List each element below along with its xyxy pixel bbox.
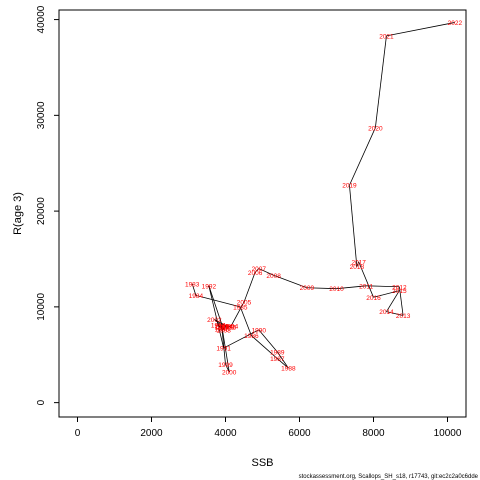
x-tick-label: 4000 [214, 428, 237, 439]
series-segment [254, 268, 260, 273]
point-label: 1998 [215, 324, 230, 331]
series-segment [251, 335, 278, 359]
point-label: 1987 [270, 356, 285, 363]
series-segment [208, 285, 225, 330]
series-segment [195, 294, 241, 308]
series-segment [336, 285, 367, 290]
series-segment [386, 290, 400, 312]
series-segment [221, 326, 226, 365]
point-label: 2012 [392, 284, 407, 291]
series-segment [373, 290, 400, 298]
point-label: 2019 [342, 183, 357, 190]
series-segment [217, 324, 222, 328]
series-segment [306, 287, 337, 290]
series-segment [273, 274, 308, 289]
series-segment [349, 185, 358, 267]
point-label: 1990 [252, 327, 267, 334]
point-label: 2015 [392, 288, 407, 295]
point-label: 1991 [216, 346, 231, 353]
point-label: 1996 [215, 326, 230, 333]
point-label: 2002 [207, 317, 222, 324]
series-layer [191, 22, 455, 373]
series-segment [221, 325, 230, 373]
y-tick-label: 0 [36, 399, 47, 405]
point-label: 1988 [281, 366, 296, 373]
series-segment [366, 285, 400, 288]
point-label: 2017 [351, 259, 366, 266]
point-label: 1992 [202, 283, 217, 290]
series-segment [230, 301, 245, 327]
point-label: 1993 [216, 327, 231, 334]
series-segment [225, 364, 230, 373]
y-tick-label: 30000 [36, 101, 47, 129]
point-label: 2007 [252, 266, 267, 273]
series-segment [386, 311, 404, 316]
point-label: 2021 [379, 33, 394, 40]
y-axis-title: R(age 3) [12, 192, 24, 235]
point-label: 2003 [220, 324, 235, 331]
series-segment [349, 127, 376, 186]
series-segment [358, 261, 374, 298]
point-label: 2006 [248, 270, 263, 277]
series-segment [276, 351, 289, 369]
series-segment [374, 35, 387, 128]
series-segment [214, 318, 228, 328]
x-axis-title: SSB [251, 457, 273, 469]
series-segment [258, 268, 274, 276]
series-segment [277, 358, 289, 369]
x-tick-label: 8000 [362, 428, 385, 439]
point-label-layer: 1983 1984 1985 1986 1987 1988 1989 1990 1991 1992… [185, 20, 463, 377]
point-label: 2022 [448, 20, 463, 27]
point-label: 1999 [218, 362, 233, 369]
series-segment [191, 283, 197, 296]
x-tick-label: 2000 [140, 428, 163, 439]
point-label: 1983 [185, 281, 200, 288]
point-label: 1989 [270, 349, 285, 356]
x-tick-label: 10000 [434, 428, 462, 439]
point-label: 2011 [359, 283, 373, 290]
series-segment [223, 329, 259, 349]
point-label: 1997 [211, 323, 226, 330]
point-label: 2001 [215, 324, 230, 331]
x-tick-label: 6000 [288, 428, 311, 439]
plot-frame [58, 9, 467, 418]
point-label: 2018 [350, 264, 365, 271]
source-footer: stockassessment.org, Scallops_SH_s18, r1… [299, 474, 479, 480]
series-segment [239, 306, 252, 336]
series-segment [221, 326, 230, 330]
point-label: 2005 [237, 300, 252, 307]
y-axis: 0 10000 20000 30000 40000 [36, 5, 59, 405]
point-label: 2013 [396, 313, 411, 320]
point-label: 1985 [233, 304, 248, 311]
x-axis: 0 2000 4000 6000 8000 10000 [75, 417, 462, 439]
series-segment [399, 286, 404, 316]
point-label: 2020 [368, 125, 383, 132]
series-segment [227, 325, 232, 328]
point-label: 2000 [222, 369, 237, 376]
y-tick-label: 10000 [36, 293, 47, 321]
x-tick-label: 0 [75, 428, 81, 439]
point-label: 2004 [224, 324, 239, 331]
point-label: 1986 [244, 333, 259, 340]
series-segment [243, 272, 256, 303]
point-label: 2014 [379, 309, 394, 316]
series-segment [208, 285, 225, 349]
point-label: 2008 [266, 273, 281, 280]
point-label: 1994 [218, 324, 233, 331]
point-label: 2009 [300, 285, 315, 292]
series-segment [258, 329, 278, 353]
y-tick-label: 40000 [36, 5, 47, 33]
series-segment [386, 22, 455, 37]
point-label: 1984 [189, 293, 204, 300]
point-label: 2010 [329, 286, 344, 293]
y-tick-label: 20000 [36, 197, 47, 225]
point-label: 2016 [366, 295, 381, 302]
point-label: 1995 [222, 324, 237, 331]
